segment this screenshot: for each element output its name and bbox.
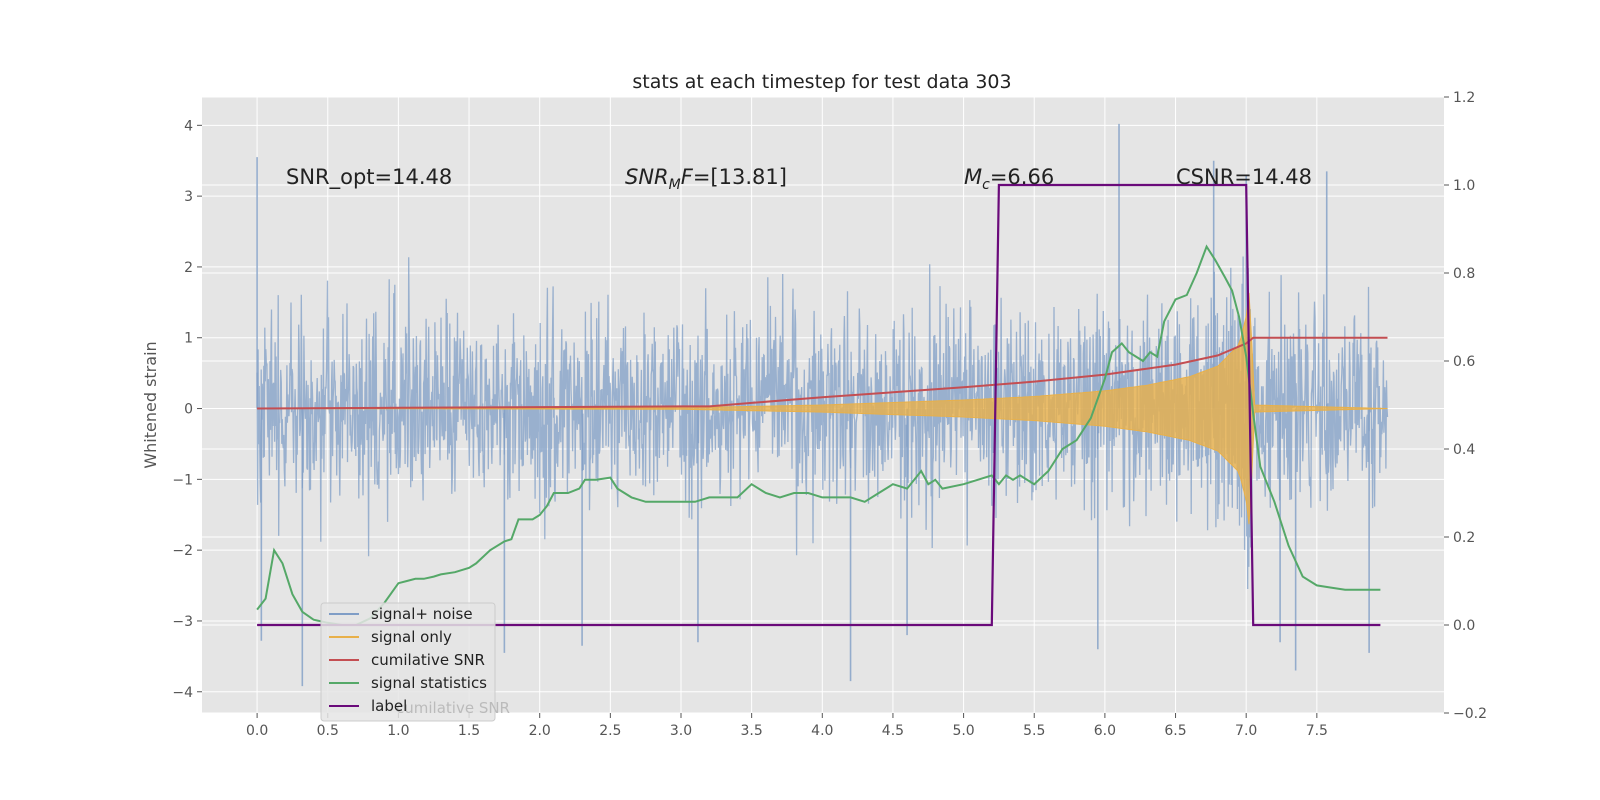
x-tick-label: 0.5 [317,723,339,739]
y-tick-label: −4 [172,685,193,701]
legend-frame [320,602,496,722]
annotation-snr-mf: SNRMF=[13.81] [625,165,787,193]
x-tick-label: 2.5 [599,723,621,739]
y2-tick-label: 1.2 [1453,90,1475,106]
y-tick-label: 4 [184,118,193,134]
cumulative-series-line [257,336,1388,410]
legend-label-signal: signal only [371,628,452,646]
annotation-snr-mf-value: =[13.81] [693,165,787,189]
x-tick-label: 4.5 [882,723,904,739]
y-axis-label: Whitened strain [141,341,160,468]
y2-tick-label: −0.2 [1453,706,1487,722]
statistics-series-line [256,244,1381,626]
y2-tick-label: 0.8 [1453,266,1475,282]
y-tick-label: −1 [172,472,193,488]
axes-layer: 0.0 0.5 1.0 1.5 2.0 2.5 3.0 3.5 4.0 4.5 5.0 5.5 6.0 6… [172,90,1487,739]
legend-label-statistics: signal statistics [371,674,487,692]
cumulative-series-layer [257,336,1388,410]
legend: cumilative SNR signal+ noise signal only c… [320,602,510,722]
annotation-snr-mf-name: SNR [625,165,669,189]
statistics-series-layer [256,244,1381,626]
legend-label-noise: signal+ noise [371,605,473,623]
y-tick-label: 3 [184,189,193,205]
annotation-csnr: CSNR=14.48 [1176,165,1312,189]
x-tick-label: 0.0 [246,723,268,739]
signal-series-envelope [257,292,1388,525]
signal-series-layer [257,292,1388,525]
legend-label-cumulative: cumilative SNR [371,651,485,669]
y2-tick-label: 0.4 [1453,442,1475,458]
y-tick-label: −2 [172,543,193,559]
x-tick-label: 1.0 [387,723,409,739]
annotation-snr-mf-sub: M [669,177,681,193]
annotation-mc-sub: c [982,177,990,193]
label-series-line [257,183,1381,627]
y2-tick-label: 0.0 [1453,618,1475,634]
y-tick-label: 2 [184,260,193,276]
x-tick-label: 6.5 [1164,723,1186,739]
x-tick-label: 2.0 [529,723,551,739]
x-tick-label: 5.0 [952,723,974,739]
x-tick-label: 7.0 [1235,723,1257,739]
x-tick-label: 3.5 [741,723,763,739]
y-tick-label: 1 [184,331,193,347]
y-tick-label: −3 [172,614,193,630]
x-tick-label: 1.5 [458,723,480,739]
annotation-mc-value: =6.66 [990,165,1054,189]
annotation-mc-name: M [964,165,982,189]
legend-hidden-text: cumilative SNR [396,699,510,717]
x-tick-label: 3.0 [670,723,692,739]
x-tick-label: 7.5 [1306,723,1328,739]
x-tick-label: 6.0 [1094,723,1116,739]
annotation-snr-opt: SNR_opt=14.48 [286,165,452,190]
y2-tick-label: 0.6 [1453,354,1475,370]
annotation-mc: Mc=6.66 [964,165,1054,193]
y2-tick-label: 0.2 [1453,530,1475,546]
x-tick-label: 4.0 [811,723,833,739]
y2-tick-label: 1.0 [1453,178,1475,194]
label-series-layer [257,183,1381,627]
y-tick-label: 0 [184,402,193,418]
chart-title: stats at each timestep for test data 303 [632,71,1011,93]
legend-label-label: label [371,697,407,715]
legend-entries: signal+ noise signal only cumilative SNR si… [329,605,487,715]
x-tick-label: 5.5 [1023,723,1045,739]
annotation-snr-mf-tail: F [681,165,694,189]
